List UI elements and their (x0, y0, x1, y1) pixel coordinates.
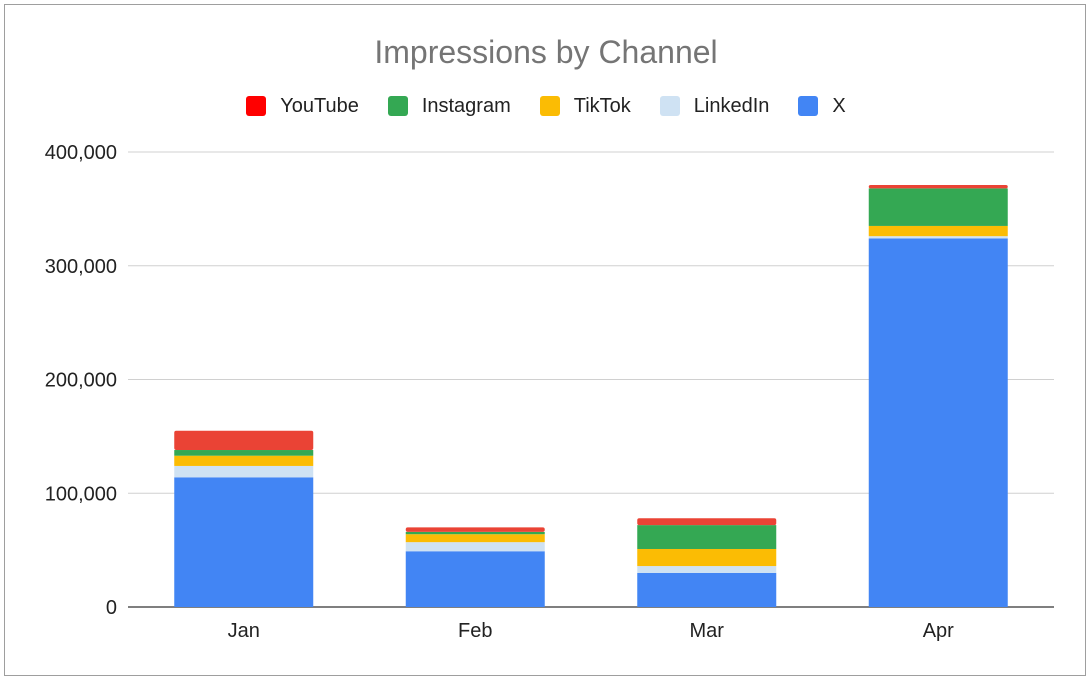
y-tick-label: 300,000 (45, 256, 117, 278)
x-tick-label: Mar (690, 620, 725, 642)
bar-linkedin-mar (637, 566, 777, 573)
bar-youtube-mar (637, 518, 777, 526)
bar-tiktok-apr (868, 225, 1008, 237)
legend-item-instagram: Instagram (387, 94, 511, 118)
bar-tiktok-jan (174, 455, 314, 466)
bar-x-mar (637, 572, 777, 607)
bar-x-feb (405, 551, 545, 607)
y-tick-label: 400,000 (45, 142, 117, 164)
bar-linkedin-feb (405, 542, 545, 552)
bar-x-jan (174, 477, 314, 607)
legend-item-x: X (798, 94, 846, 118)
legend-label: YouTube (280, 94, 359, 117)
chart-legend: YouTube Instagram TikTok LinkedIn X (0, 93, 1092, 119)
y-tick-label: 100,000 (45, 483, 117, 505)
legend-swatch (798, 96, 819, 116)
bar-instagram-feb (405, 531, 545, 535)
x-tick-label: Feb (458, 620, 492, 642)
bar-linkedin-jan (174, 465, 314, 478)
bar-instagram-mar (637, 525, 777, 549)
bar-youtube-apr (868, 184, 1008, 189)
bar-instagram-apr (868, 188, 1008, 226)
y-tick-label: 200,000 (45, 370, 117, 392)
legend-item-youtube: YouTube (246, 95, 359, 118)
bar-youtube-jan (174, 430, 314, 451)
legend-label: LinkedIn (693, 94, 770, 117)
legend-label: Instagram (421, 94, 511, 117)
legend-swatch (659, 96, 680, 116)
bar-tiktok-feb (405, 534, 545, 543)
y-tick-label: 0 (106, 597, 117, 619)
legend-item-tiktok: TikTok (539, 94, 631, 118)
bar-tiktok-mar (637, 548, 777, 567)
legend-item-linkedin: LinkedIn (659, 94, 770, 118)
x-tick-label: Jan (228, 620, 260, 642)
legend-swatch (246, 96, 267, 116)
chart-title: Impressions by Channel (374, 34, 718, 70)
bar-instagram-jan (174, 450, 314, 456)
x-tick-label: Apr (923, 620, 954, 642)
legend-label: TikTok (573, 94, 631, 117)
bar-linkedin-apr (868, 236, 1008, 239)
bar-youtube-feb (405, 527, 545, 532)
bar-x-apr (868, 238, 1008, 607)
legend-swatch (387, 96, 408, 116)
legend-swatch (539, 96, 560, 116)
legend-label: X (832, 94, 846, 117)
